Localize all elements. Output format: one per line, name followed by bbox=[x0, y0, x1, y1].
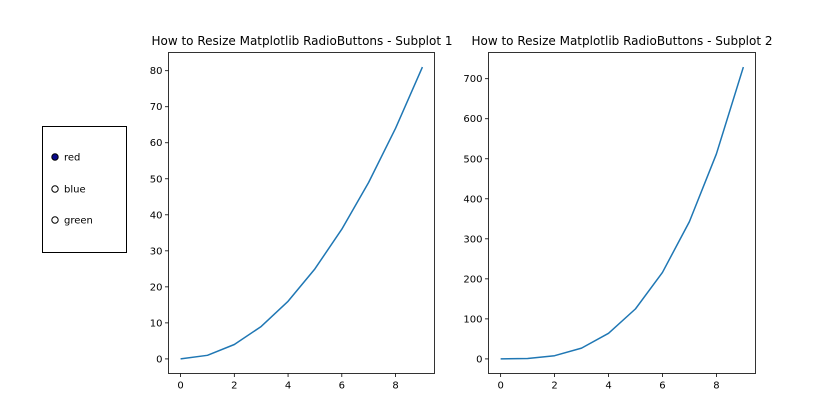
x-tick-label: 6 bbox=[659, 381, 665, 392]
y-tick-label: 300 bbox=[463, 234, 482, 245]
series-line bbox=[500, 66, 745, 360]
y-tick-label: 80 bbox=[150, 66, 163, 77]
y-tick-label: 0 bbox=[476, 354, 482, 365]
y-tick-label: 20 bbox=[150, 282, 163, 293]
radio-label-blue: blue bbox=[64, 185, 86, 196]
x-tick-label: 6 bbox=[339, 381, 345, 392]
x-tick-label: 8 bbox=[392, 381, 398, 392]
y-tick-label: 700 bbox=[463, 74, 482, 85]
radio-label-red: red bbox=[64, 153, 80, 164]
radio-label-green: green bbox=[64, 216, 93, 227]
y-tick-label: 500 bbox=[463, 154, 482, 165]
radio-buttons-panel[interactable]: red blue green bbox=[42, 126, 127, 253]
axes-frame bbox=[488, 52, 756, 374]
y-tick-label: 200 bbox=[463, 274, 482, 285]
subplot-1: How to Resize Matplotlib RadioButtons - … bbox=[150, 34, 453, 392]
x-tick-label: 0 bbox=[177, 381, 183, 392]
radio-button-blue[interactable] bbox=[51, 185, 59, 193]
radio-option-red[interactable]: red bbox=[51, 153, 81, 164]
subplot-2: How to Resize Matplotlib RadioButtons - … bbox=[463, 34, 772, 392]
x-tick-label: 2 bbox=[231, 381, 237, 392]
x-tick-label: 4 bbox=[285, 381, 291, 392]
series-line bbox=[180, 66, 424, 360]
x-tick-label: 2 bbox=[551, 381, 557, 392]
y-tick-label: 600 bbox=[463, 114, 482, 125]
y-tick-label: 60 bbox=[150, 138, 163, 149]
y-tick-label: 0 bbox=[156, 354, 162, 365]
y-tick-label: 50 bbox=[150, 174, 163, 185]
radio-button-red[interactable] bbox=[51, 153, 59, 161]
subplot-1-title: How to Resize Matplotlib RadioButtons - … bbox=[151, 34, 452, 48]
radio-button-green[interactable] bbox=[51, 216, 59, 224]
x-tick-label: 8 bbox=[713, 381, 719, 392]
radio-option-green[interactable]: green bbox=[51, 216, 93, 227]
y-tick-label: 40 bbox=[150, 210, 163, 221]
subplot-2-title: How to Resize Matplotlib RadioButtons - … bbox=[471, 34, 772, 48]
subplot-2-plot-area: 0 2 4 6 8 0 100 200 300 400 500 600 700 bbox=[463, 52, 756, 392]
x-tick-label: 0 bbox=[497, 381, 503, 392]
axes-frame bbox=[168, 52, 435, 374]
x-tick-label: 4 bbox=[605, 381, 611, 392]
radio-option-blue[interactable]: blue bbox=[51, 185, 86, 196]
y-tick-label: 30 bbox=[150, 246, 163, 257]
y-tick-label: 70 bbox=[150, 102, 163, 113]
y-tick-label: 100 bbox=[463, 314, 482, 325]
y-tick-label: 10 bbox=[150, 318, 163, 329]
y-tick-label: 400 bbox=[463, 194, 482, 205]
